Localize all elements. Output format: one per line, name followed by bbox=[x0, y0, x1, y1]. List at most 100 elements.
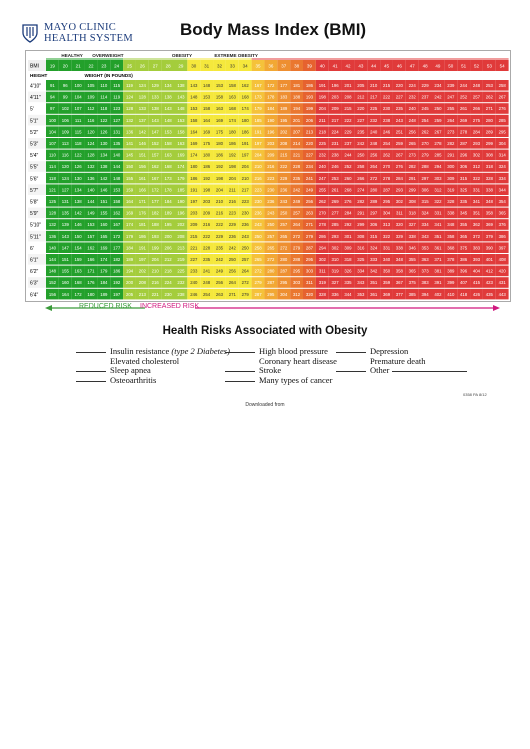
weight-cell bbox=[392, 219, 406, 230]
weight-value: 197 bbox=[190, 199, 198, 204]
weight-cell bbox=[341, 230, 355, 242]
weight-value: 346 bbox=[409, 245, 417, 250]
weight-value: 213 bbox=[177, 245, 185, 250]
weight-value: 334 bbox=[357, 269, 365, 274]
weight-value: 353 bbox=[421, 245, 429, 250]
checkbox-line[interactable] bbox=[225, 380, 255, 382]
weight-cell bbox=[367, 288, 381, 300]
weight-value: 287 bbox=[383, 187, 391, 192]
weight-cell bbox=[225, 103, 239, 114]
height-label: 5'3" bbox=[30, 142, 39, 148]
weight-cell bbox=[200, 196, 214, 207]
checkbox-line[interactable] bbox=[336, 371, 366, 372]
weight-value: 185 bbox=[177, 187, 185, 192]
bmi-value: 32 bbox=[217, 64, 223, 69]
weight-cell bbox=[161, 265, 175, 277]
weight-value: 358 bbox=[447, 234, 455, 239]
weight-cell bbox=[277, 230, 291, 242]
weight-value: 236 bbox=[267, 199, 275, 204]
weight-value: 333 bbox=[370, 257, 378, 262]
other-input-line[interactable] bbox=[392, 371, 468, 372]
weight-value: 308 bbox=[409, 199, 417, 204]
weight-value: 112 bbox=[88, 106, 95, 111]
weight-cell bbox=[161, 207, 175, 219]
weight-cell bbox=[71, 254, 85, 265]
weight-value: 224 bbox=[164, 280, 172, 285]
weight-cell bbox=[328, 114, 342, 126]
weight-value: 243 bbox=[280, 199, 288, 204]
weight-cell bbox=[444, 126, 458, 137]
weight-cell bbox=[290, 80, 303, 91]
weight-value: 221 bbox=[152, 292, 160, 297]
weight-value: 167 bbox=[113, 222, 121, 227]
checkbox-line[interactable] bbox=[225, 352, 255, 353]
weight-value: 167 bbox=[254, 83, 262, 88]
weight-value: 189 bbox=[164, 211, 172, 216]
weight-cell bbox=[380, 138, 393, 149]
weight-value: 303 bbox=[434, 176, 442, 181]
weight-value: 247 bbox=[319, 176, 327, 181]
weight-cell bbox=[405, 80, 419, 91]
weight-cell bbox=[58, 103, 72, 114]
weight-value: 153 bbox=[164, 129, 172, 134]
weight-cell bbox=[457, 254, 471, 265]
weight-value: 313 bbox=[383, 222, 391, 227]
weight-value: 401 bbox=[486, 257, 494, 262]
weight-value: 202 bbox=[177, 222, 185, 227]
weight-cell bbox=[213, 254, 226, 265]
weight-value: 209 bbox=[190, 222, 198, 227]
risk-label: Stroke bbox=[259, 365, 282, 375]
checkbox-line[interactable] bbox=[76, 371, 106, 372]
weight-value: 341 bbox=[473, 199, 481, 204]
bmi-value: 28 bbox=[166, 64, 172, 69]
weight-label: WEIGHT (IN POUNDS) bbox=[85, 73, 134, 78]
weight-cell bbox=[418, 230, 432, 242]
weight-cell bbox=[418, 277, 432, 288]
weight-value: 262 bbox=[421, 129, 429, 134]
weight-value: 204 bbox=[319, 106, 327, 111]
weight-cell bbox=[46, 254, 59, 265]
weight-cell bbox=[431, 196, 445, 207]
bmi-value: 26 bbox=[140, 64, 146, 69]
weight-cell bbox=[444, 288, 458, 300]
checkbox-line[interactable] bbox=[76, 380, 106, 382]
weight-value: 242 bbox=[293, 187, 301, 192]
weight-cell bbox=[405, 138, 419, 149]
weight-value: 198 bbox=[229, 164, 237, 169]
weight-cell bbox=[251, 265, 265, 277]
checkbox-line[interactable] bbox=[225, 371, 255, 372]
bmi-header-cell bbox=[161, 60, 175, 71]
weight-value: 287 bbox=[254, 292, 262, 297]
weight-value: 256 bbox=[216, 280, 224, 285]
weight-cell bbox=[482, 126, 496, 137]
weight-value: 140 bbox=[113, 153, 121, 158]
weight-cell bbox=[315, 103, 329, 114]
weight-value: 251 bbox=[396, 129, 404, 134]
weight-value: 189 bbox=[100, 292, 108, 297]
weight-value: 223 bbox=[242, 199, 250, 204]
weight-cell bbox=[354, 196, 368, 207]
weight-value: 420 bbox=[499, 269, 507, 274]
weight-cell bbox=[444, 196, 458, 207]
bmi-header-cell bbox=[213, 60, 226, 71]
weight-cell bbox=[495, 288, 509, 300]
weight-value: 276 bbox=[344, 199, 352, 204]
weight-value: 243 bbox=[242, 234, 250, 239]
weight-value: 196 bbox=[177, 211, 185, 216]
weight-value: 197 bbox=[254, 141, 262, 146]
weight-cell bbox=[225, 138, 239, 149]
weight-value: 276 bbox=[396, 164, 404, 169]
weight-value: 304 bbox=[383, 211, 391, 216]
weight-value: 369 bbox=[486, 222, 494, 227]
bmi-header-cell bbox=[341, 60, 355, 71]
weight-value: 208 bbox=[280, 141, 288, 146]
checkbox-line[interactable] bbox=[336, 352, 366, 353]
weight-cell bbox=[251, 103, 265, 114]
weight-value: 177 bbox=[152, 199, 160, 204]
weight-cell bbox=[303, 230, 316, 242]
weight-value: 302 bbox=[332, 245, 340, 250]
weight-value: 222 bbox=[383, 95, 391, 100]
weight-value: 120 bbox=[87, 129, 95, 134]
checkbox-line[interactable] bbox=[76, 352, 106, 353]
weight-cell bbox=[405, 277, 419, 288]
